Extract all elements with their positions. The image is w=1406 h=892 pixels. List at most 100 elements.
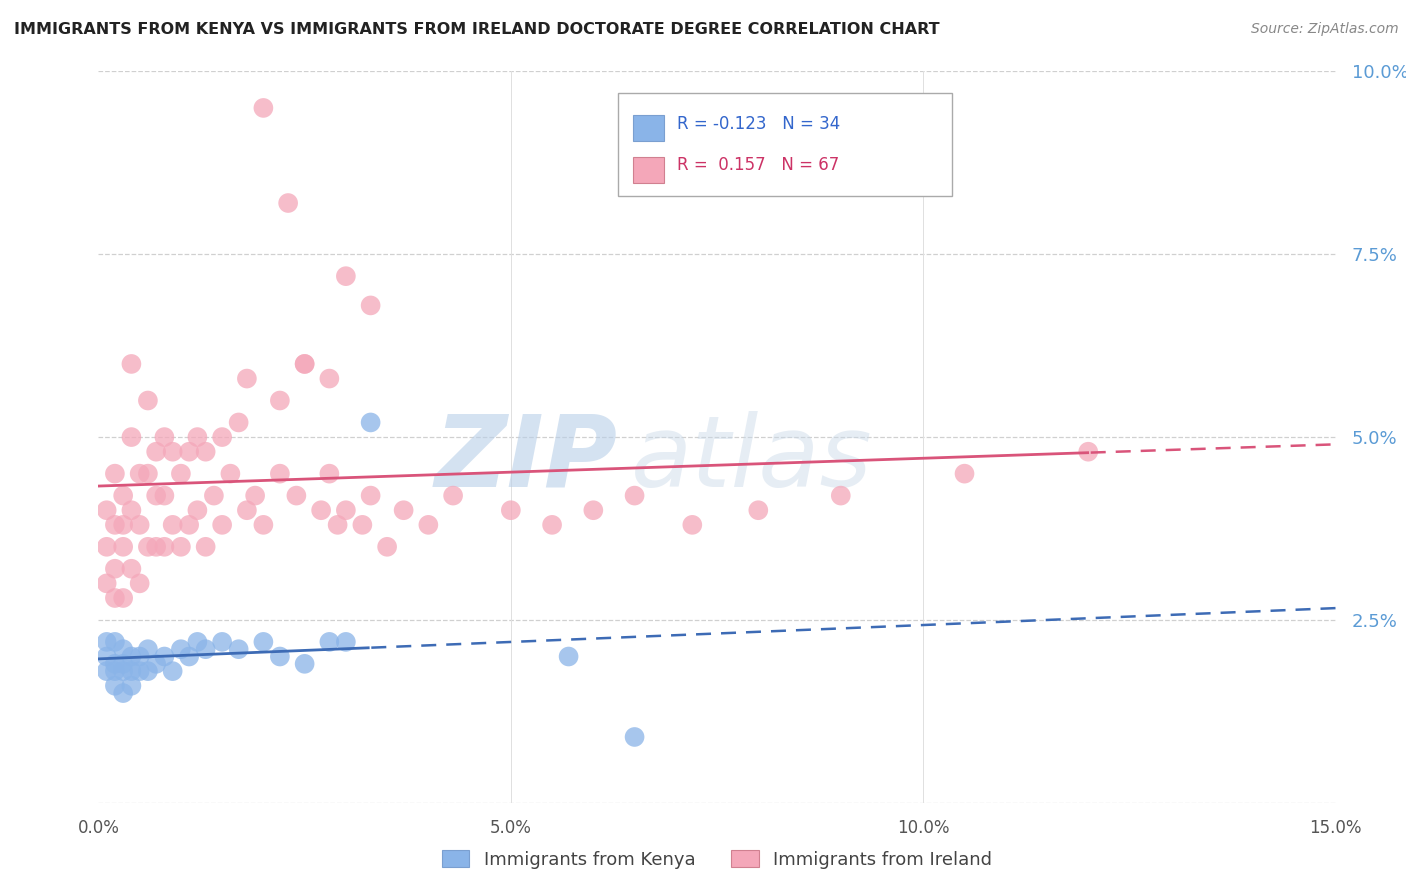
Point (285, 489, 308, 503)
Point (162, 664, 184, 678)
Point (318, 467, 340, 481)
Text: ZIP: ZIP (434, 410, 619, 508)
Point (179, 444, 201, 458)
Point (120, 430, 142, 444)
Point (360, 489, 382, 503)
Point (186, 430, 208, 444)
Text: atlas: atlas (630, 410, 872, 508)
Point (747, 503, 769, 517)
Point (112, 540, 135, 554)
Point (112, 489, 135, 503)
Point (326, 517, 349, 532)
Point (623, 730, 645, 744)
Point (96, 503, 118, 517)
Text: R =  0.157   N = 67: R = 0.157 N = 67 (678, 156, 839, 174)
Point (170, 642, 193, 657)
Point (96, 649, 118, 664)
Point (541, 517, 564, 532)
Point (112, 664, 135, 678)
Point (194, 642, 217, 657)
Point (145, 540, 167, 554)
Point (128, 664, 150, 678)
Point (352, 517, 374, 532)
Point (211, 517, 233, 532)
Point (202, 489, 225, 503)
Point (318, 635, 340, 649)
Text: Source: ZipAtlas.com: Source: ZipAtlas.com (1251, 22, 1399, 37)
Point (104, 517, 127, 532)
Text: IMMIGRANTS FROM KENYA VS IMMIGRANTS FROM IRELAND DOCTORATE DEGREE CORRELATION CH: IMMIGRANTS FROM KENYA VS IMMIGRANTS FROM… (14, 22, 939, 37)
Point (96, 540, 118, 554)
Point (623, 489, 645, 503)
Point (269, 467, 291, 481)
Point (128, 467, 150, 481)
Point (252, 635, 274, 649)
Point (112, 642, 135, 657)
Point (194, 540, 217, 554)
Point (441, 489, 464, 503)
Point (335, 269, 357, 284)
Point (96, 664, 118, 678)
Point (104, 657, 127, 671)
Point (136, 467, 159, 481)
Point (294, 357, 316, 371)
Point (360, 298, 382, 312)
Point (120, 562, 142, 576)
Point (153, 649, 176, 664)
Point (269, 649, 291, 664)
Point (120, 357, 142, 371)
Point (153, 430, 176, 444)
Point (96, 576, 118, 591)
Point (162, 444, 184, 458)
Text: R = -0.123   N = 34: R = -0.123 N = 34 (678, 115, 841, 133)
Point (294, 657, 316, 671)
Point (120, 649, 142, 664)
Point (179, 649, 201, 664)
Point (236, 371, 259, 385)
Point (335, 635, 357, 649)
Point (112, 591, 135, 605)
Point (375, 540, 398, 554)
Point (252, 101, 274, 115)
Point (228, 642, 250, 657)
Point (104, 467, 127, 481)
Point (145, 657, 167, 671)
Point (120, 679, 142, 693)
Point (112, 657, 135, 671)
Point (136, 540, 159, 554)
Legend: Immigrants from Kenya, Immigrants from Ireland: Immigrants from Kenya, Immigrants from I… (433, 841, 1001, 878)
Point (318, 371, 340, 385)
Point (360, 416, 382, 430)
Point (830, 489, 852, 503)
Point (136, 664, 159, 678)
Point (269, 393, 291, 408)
Point (211, 430, 233, 444)
Point (128, 649, 150, 664)
Point (243, 489, 266, 503)
Point (186, 503, 208, 517)
Point (294, 357, 316, 371)
Point (252, 517, 274, 532)
Point (112, 517, 135, 532)
Point (136, 393, 159, 408)
Point (104, 562, 127, 576)
Point (96, 635, 118, 649)
Point (236, 503, 259, 517)
Point (170, 467, 193, 481)
Point (335, 503, 357, 517)
Point (277, 196, 299, 211)
FancyBboxPatch shape (633, 157, 664, 183)
FancyBboxPatch shape (633, 115, 664, 141)
Point (104, 591, 127, 605)
Point (145, 489, 167, 503)
Point (120, 664, 142, 678)
Point (170, 540, 193, 554)
Point (153, 540, 176, 554)
Point (953, 467, 976, 481)
Point (128, 576, 150, 591)
Point (104, 635, 127, 649)
Point (228, 416, 250, 430)
Point (219, 467, 242, 481)
Point (112, 686, 135, 700)
Point (186, 635, 208, 649)
